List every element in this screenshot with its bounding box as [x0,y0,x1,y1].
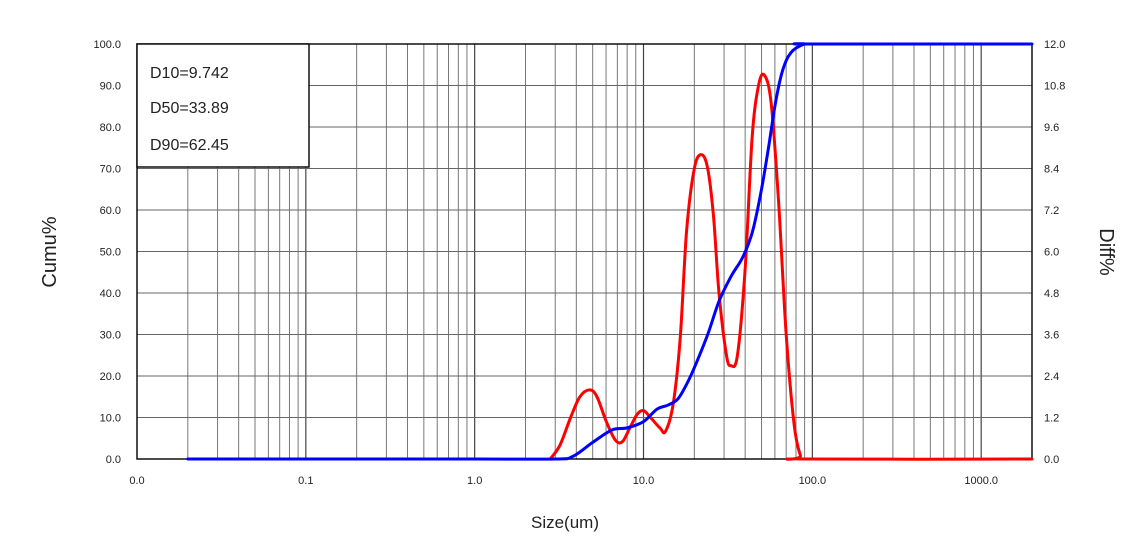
x-tick-label: 0.0 [129,475,144,487]
x-tick-label: 1.0 [467,475,482,487]
y-tick-label: 10.0 [100,413,121,425]
y2-tick-label: 7.2 [1044,205,1059,217]
percentile-box: D10=9.742 D50=33.89 D90=62.45 [136,43,310,168]
x-tick-label: 100.0 [799,475,827,487]
y2-tick-label: 9.6 [1044,122,1059,134]
y-axis-label: Cumu% [39,216,61,287]
y2-tick-label: 0.0 [1044,454,1059,466]
y2-axis-ticks: 0.0 1.2 2.4 3.6 4.8 6.0 7.2 8.4 9.6 10.8 12.0 [1044,39,1065,466]
y-tick-label: 50.0 [100,247,121,259]
y-tick-label: 30.0 [100,330,121,342]
y2-tick-label: 6.0 [1044,247,1059,259]
y2-tick-label: 8.4 [1044,164,1059,176]
annotation-d10: D10=9.742 [150,65,229,82]
y2-axis-label: Diff% [1095,228,1117,276]
annotation-d50: D50=33.89 [150,100,229,117]
y2-tick-label: 3.6 [1044,330,1059,342]
y-tick-label: 70.0 [100,164,121,176]
y2-tick-label: 2.4 [1044,371,1059,383]
y-tick-label: 80.0 [100,122,121,134]
y2-tick-label: 1.2 [1044,413,1059,425]
x-tick-label: 10.0 [633,475,654,487]
y2-tick-label: 10.8 [1044,81,1065,93]
y-tick-label: 100.0 [93,39,121,51]
y-tick-label: 0.0 [106,454,121,466]
y-tick-label: 90.0 [100,81,121,93]
percentile-box-frame [136,43,310,168]
y-tick-label: 40.0 [100,288,121,300]
x-tick-label: 0.1 [298,475,313,487]
x-axis-label: Size(um) [531,513,599,532]
series-line-cumulative [186,42,1034,461]
x-tick-label: 1000.0 [964,475,998,487]
y2-tick-label: 4.8 [1044,288,1059,300]
series-layer [186,42,1034,461]
x-axis-ticks: 0.0 0.1 1.0 10.0 100.0 1000.0 [129,475,998,487]
y-axis-ticks: 0.0 10.0 20.0 30.0 40.0 50.0 60.0 70.0 80.0 90.0 1… [93,39,121,466]
y-tick-label: 20.0 [100,371,121,383]
annotation-d90: D90=62.45 [150,137,229,154]
plot-frame [136,43,1033,460]
y2-tick-label: 12.0 [1044,39,1065,51]
y-tick-label: 60.0 [100,205,121,217]
